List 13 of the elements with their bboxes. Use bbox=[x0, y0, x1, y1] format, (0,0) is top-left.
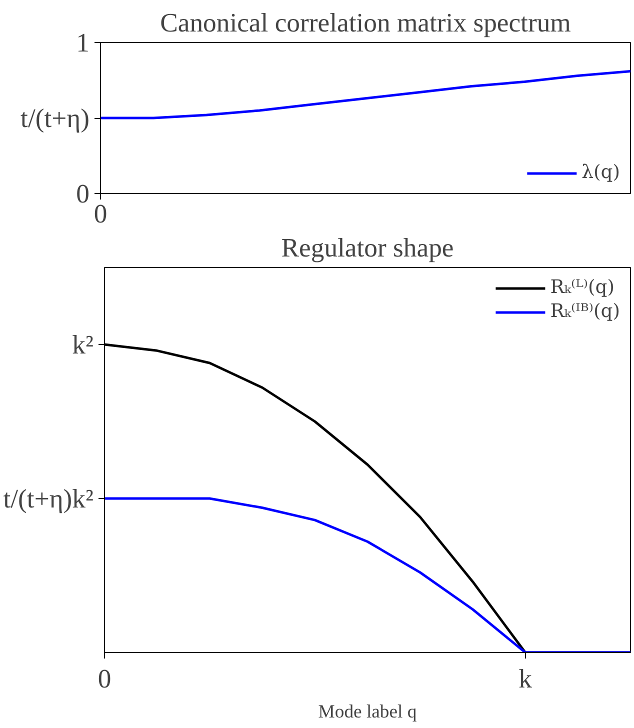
y-tick-label: 1 bbox=[76, 28, 90, 58]
chart-title: Regulator shape bbox=[281, 232, 454, 262]
annotation: t/(t+η)k² bbox=[3, 484, 94, 514]
y-tick-label: 0 bbox=[76, 178, 90, 208]
x-axis-title: Mode label q bbox=[318, 702, 417, 722]
chart-title: Canonical correlation matrix spectrum bbox=[160, 8, 572, 38]
annotation: k² bbox=[72, 330, 94, 360]
y-tick-label: t/(t+η) bbox=[20, 103, 90, 133]
legend-label: Rₖ⁽ᴵᴮ⁾(q) bbox=[550, 301, 620, 322]
line-series bbox=[100, 70, 630, 120]
legend-label: λ(q) bbox=[582, 162, 620, 183]
legend-label: Rₖ⁽ᴸ⁾(q) bbox=[550, 277, 615, 298]
x-tick-label: k bbox=[518, 664, 533, 694]
